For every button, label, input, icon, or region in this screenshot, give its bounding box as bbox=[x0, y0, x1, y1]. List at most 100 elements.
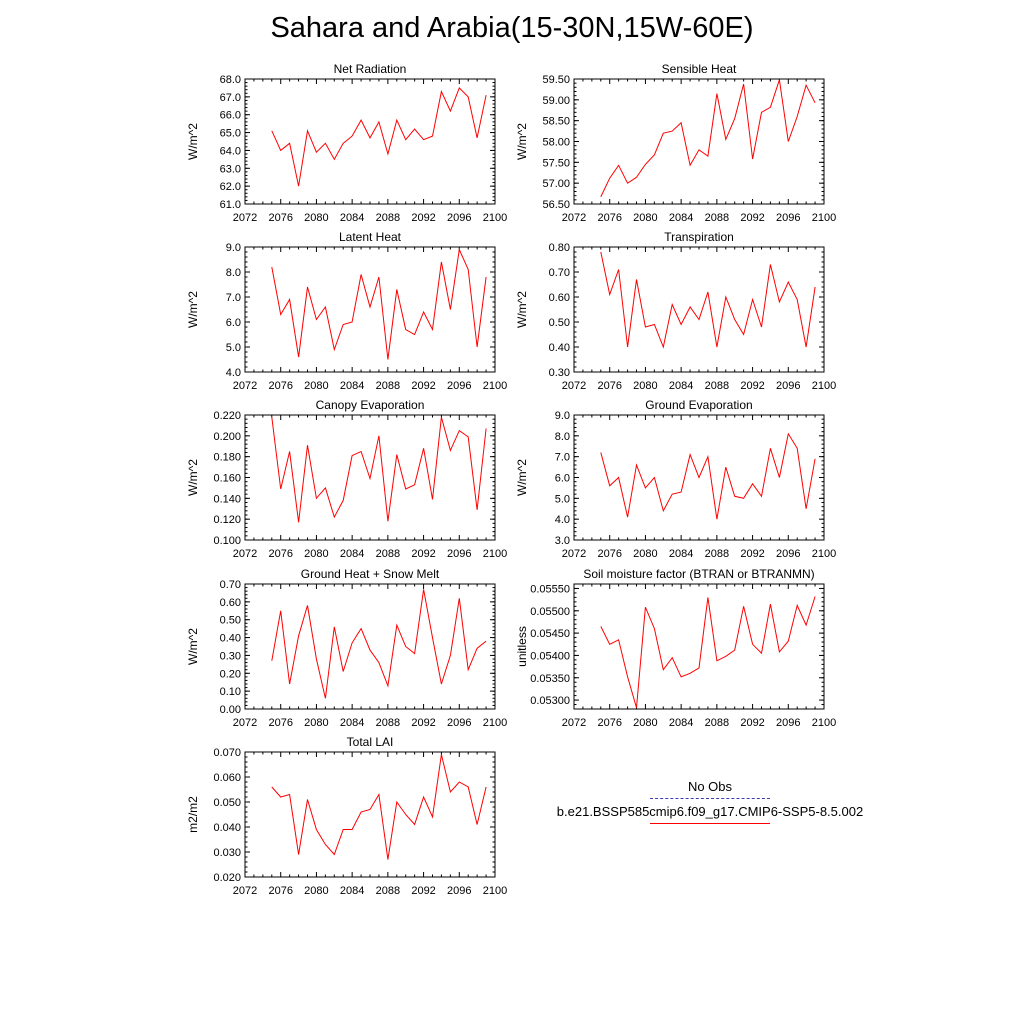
x-tick-label: 2100 bbox=[812, 212, 836, 224]
x-tick-label: 2084 bbox=[340, 885, 364, 897]
x-tick-label: 2080 bbox=[304, 548, 328, 560]
panel-title: Net Radiation bbox=[334, 62, 407, 76]
panel-title: Transpiration bbox=[664, 230, 734, 244]
y-tick-label: 0.50 bbox=[220, 615, 241, 627]
x-tick-label: 2084 bbox=[340, 717, 364, 729]
y-tick-label: 56.50 bbox=[542, 199, 570, 211]
x-tick-label: 2084 bbox=[340, 212, 364, 224]
y-tick-label: 9.0 bbox=[555, 410, 570, 422]
x-tick-label: 2076 bbox=[597, 380, 621, 392]
y-tick-label: 0.030 bbox=[213, 847, 241, 859]
x-tick-label: 2092 bbox=[740, 212, 764, 224]
series-line-model bbox=[271, 416, 487, 523]
plot-frame bbox=[244, 78, 496, 205]
x-tick-label: 2076 bbox=[597, 717, 621, 729]
y-tick-label: 0.220 bbox=[213, 410, 241, 422]
chart-panel-5: Canopy Evaporation W/m^2 2072 2076 2080 2084 2… bbox=[186, 398, 507, 560]
x-tick-label: 2072 bbox=[562, 380, 586, 392]
x-tick-label: 2076 bbox=[597, 548, 621, 560]
x-tick-label: 2072 bbox=[562, 548, 586, 560]
y-tick-label: 65.0 bbox=[220, 128, 241, 140]
y-axis-label: W/m^2 bbox=[515, 123, 529, 160]
x-tick-label: 2096 bbox=[447, 380, 471, 392]
x-tick-label: 2072 bbox=[233, 212, 257, 224]
plot-frame bbox=[573, 246, 825, 373]
y-tick-label: 63.0 bbox=[220, 163, 241, 175]
x-tick-label: 2100 bbox=[812, 717, 836, 729]
x-tick-label: 2072 bbox=[233, 380, 257, 392]
x-tick-label: 2092 bbox=[411, 380, 435, 392]
series-line-model bbox=[600, 596, 816, 708]
x-tick-label: 2080 bbox=[633, 380, 657, 392]
y-tick-label: 0.100 bbox=[213, 535, 241, 547]
x-tick-label: 2088 bbox=[705, 717, 729, 729]
x-tick-label: 2080 bbox=[304, 885, 328, 897]
x-tick-label: 2096 bbox=[447, 717, 471, 729]
y-tick-label: 0.00 bbox=[220, 704, 241, 716]
x-tick-label: 2096 bbox=[447, 548, 471, 560]
y-tick-label: 0.60 bbox=[220, 597, 241, 609]
x-tick-label: 2088 bbox=[376, 548, 400, 560]
x-tick-label: 2072 bbox=[562, 212, 586, 224]
y-tick-label: 4.0 bbox=[226, 367, 241, 379]
legend-model-line bbox=[650, 823, 770, 824]
x-tick-label: 2072 bbox=[233, 548, 257, 560]
x-tick-label: 2076 bbox=[268, 212, 292, 224]
x-tick-label: 2096 bbox=[776, 212, 800, 224]
series-line-model bbox=[271, 86, 487, 187]
y-tick-label: 5.0 bbox=[555, 493, 570, 505]
y-tick-label: 7.0 bbox=[226, 292, 241, 304]
x-tick-label: 2092 bbox=[740, 548, 764, 560]
x-tick-label: 2100 bbox=[812, 548, 836, 560]
y-tick-label: 0.70 bbox=[549, 267, 570, 279]
x-tick-label: 2092 bbox=[411, 548, 435, 560]
y-tick-label: 57.50 bbox=[542, 157, 570, 169]
y-tick-label: 0.20 bbox=[220, 668, 241, 680]
x-tick-label: 2096 bbox=[447, 885, 471, 897]
plot-frame bbox=[573, 583, 825, 710]
x-tick-label: 2100 bbox=[483, 885, 507, 897]
y-tick-label: 5.0 bbox=[226, 342, 241, 354]
legend-obs-label: No Obs bbox=[687, 779, 733, 794]
y-tick-label: 0.40 bbox=[220, 633, 241, 645]
chart-panel-2: Sensible Heat W/m^2 2072 2076 2080 2084 2088 20… bbox=[515, 62, 836, 224]
panel-title: Soil moisture factor (BTRAN or BTRANMN) bbox=[583, 567, 814, 581]
y-tick-label: 64.0 bbox=[220, 145, 241, 157]
chart-panel-4: Transpiration W/m^2 2072 2076 2080 2084 2088 20… bbox=[515, 230, 836, 392]
y-tick-label: 9.0 bbox=[226, 242, 241, 254]
x-tick-label: 2072 bbox=[562, 717, 586, 729]
x-tick-label: 2076 bbox=[268, 380, 292, 392]
x-tick-label: 2080 bbox=[633, 548, 657, 560]
x-tick-label: 2076 bbox=[268, 885, 292, 897]
x-tick-label: 2100 bbox=[812, 380, 836, 392]
chart-panel-8: Soil moisture factor (BTRAN or BTRANMN) u… bbox=[515, 567, 836, 729]
x-tick-label: 2092 bbox=[411, 212, 435, 224]
panel-title: Canopy Evaporation bbox=[316, 398, 425, 412]
y-axis-label: unitless bbox=[515, 626, 529, 667]
y-axis-label: W/m^2 bbox=[186, 123, 200, 160]
y-tick-label: 0.180 bbox=[213, 452, 241, 464]
legend-model-label: b.e21.BSSP585cmip6.f09_g17.CMIP6-SSP5-8.… bbox=[556, 804, 864, 819]
series-line-model bbox=[600, 432, 816, 520]
y-tick-label: 8.0 bbox=[226, 267, 241, 279]
series-line-model bbox=[271, 247, 487, 360]
x-tick-label: 2100 bbox=[483, 380, 507, 392]
panel-title: Sensible Heat bbox=[662, 62, 737, 76]
x-tick-label: 2100 bbox=[483, 717, 507, 729]
y-axis-label: W/m^2 bbox=[186, 291, 200, 328]
legend-obs-line bbox=[650, 798, 770, 799]
panel-title: Latent Heat bbox=[339, 230, 402, 244]
panel-title: Ground Evaporation bbox=[645, 398, 752, 412]
y-tick-label: 6.0 bbox=[555, 473, 570, 485]
plot-frame bbox=[244, 751, 496, 878]
y-tick-label: 0.05400 bbox=[530, 650, 570, 662]
y-tick-label: 57.00 bbox=[542, 178, 570, 190]
plot-frame bbox=[244, 583, 496, 710]
y-tick-label: 0.05500 bbox=[530, 606, 570, 618]
y-tick-label: 0.60 bbox=[549, 292, 570, 304]
y-tick-label: 0.30 bbox=[220, 650, 241, 662]
chart-panel-6: Ground Evaporation W/m^2 2072 2076 2080 2084 2… bbox=[515, 398, 836, 560]
x-tick-label: 2084 bbox=[669, 717, 693, 729]
x-tick-label: 2084 bbox=[669, 548, 693, 560]
y-tick-label: 0.05550 bbox=[530, 583, 570, 595]
